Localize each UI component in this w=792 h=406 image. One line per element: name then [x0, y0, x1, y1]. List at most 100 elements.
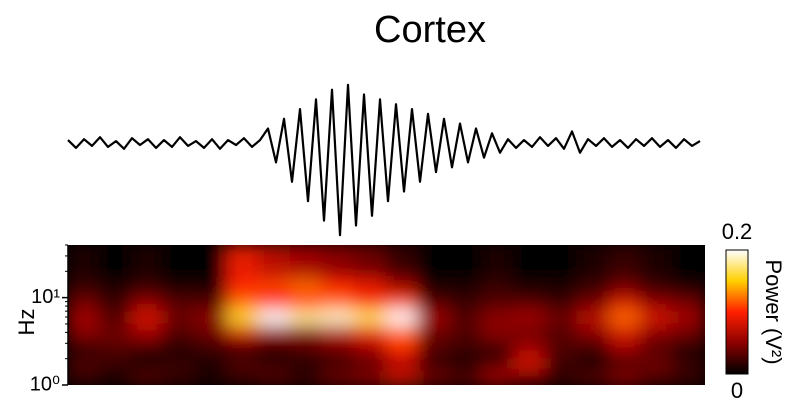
heat-cell	[163, 339, 197, 356]
heat-cell	[67, 339, 101, 356]
heat-cell	[417, 323, 451, 341]
heat-cell	[608, 308, 642, 325]
heat-cell	[640, 323, 674, 341]
heat-cell	[258, 339, 292, 356]
heat-cell	[258, 354, 292, 371]
heat-cell	[290, 339, 324, 356]
heat-cell	[258, 244, 292, 278]
heat-cell	[386, 354, 420, 371]
heat-cell	[577, 276, 611, 295]
heat-cell	[354, 244, 388, 278]
heat-cell	[322, 323, 356, 341]
heat-cell	[449, 293, 483, 310]
heat-cell	[513, 323, 547, 341]
heat-cell	[640, 276, 674, 295]
heat-cell	[99, 354, 133, 371]
heat-cell	[322, 354, 356, 371]
heat-cell	[672, 244, 706, 278]
heat-cell	[608, 354, 642, 371]
heat-cell	[513, 339, 547, 356]
heat-cell	[258, 323, 292, 341]
heat-cell	[481, 276, 515, 295]
heat-cell	[226, 339, 260, 356]
heat-cell	[226, 244, 260, 278]
heat-cell	[194, 369, 228, 386]
heat-cell	[577, 293, 611, 310]
heat-cell	[322, 369, 356, 386]
heat-cell	[545, 293, 579, 310]
heat-cell	[163, 276, 197, 295]
heat-cell	[545, 354, 579, 371]
heat-cell	[322, 339, 356, 356]
heat-cell	[131, 354, 165, 371]
heat-cell	[226, 276, 260, 295]
heat-cell	[386, 323, 420, 341]
heat-cell	[513, 276, 547, 295]
heat-cell	[672, 276, 706, 295]
colorbar-label: Power (V²)	[761, 259, 786, 364]
heat-cell	[417, 244, 451, 278]
heat-cell	[417, 369, 451, 386]
heat-cell	[99, 339, 133, 356]
heat-cell	[545, 244, 579, 278]
heat-cell	[417, 339, 451, 356]
heat-cell	[99, 244, 133, 278]
heat-cell	[131, 276, 165, 295]
colorbar	[726, 250, 748, 374]
heat-cell	[386, 276, 420, 295]
heat-cell	[640, 293, 674, 310]
heat-cell	[99, 308, 133, 325]
heat-cell	[449, 244, 483, 278]
heat-cell	[131, 339, 165, 356]
heat-cell	[354, 369, 388, 386]
heat-cell	[640, 244, 674, 278]
heat-cell	[449, 308, 483, 325]
heat-cell	[67, 369, 101, 386]
heat-cell	[290, 369, 324, 386]
heat-cell	[672, 369, 706, 386]
heat-cell	[322, 244, 356, 278]
heat-cell	[545, 323, 579, 341]
heat-cell	[417, 293, 451, 310]
heat-cell	[608, 293, 642, 310]
heat-cell	[513, 244, 547, 278]
heat-cell	[640, 354, 674, 371]
heat-cell	[449, 339, 483, 356]
heat-cell	[608, 244, 642, 278]
heat-cell	[163, 308, 197, 325]
heat-cell	[449, 354, 483, 371]
heat-cell	[99, 276, 133, 295]
heat-cell	[194, 339, 228, 356]
heat-cell	[163, 244, 197, 278]
heat-cell	[640, 339, 674, 356]
heat-cell	[226, 369, 260, 386]
heat-cell	[608, 276, 642, 295]
heatmap	[67, 244, 706, 386]
heat-cell	[481, 369, 515, 386]
heat-cell	[258, 308, 292, 325]
heat-cell	[131, 369, 165, 386]
heat-cell	[258, 293, 292, 310]
heat-cell	[513, 369, 547, 386]
heat-cell	[67, 276, 101, 295]
heat-cell	[481, 354, 515, 371]
heat-cell	[545, 369, 579, 386]
heat-cell	[545, 339, 579, 356]
heat-cell	[163, 354, 197, 371]
heat-cell	[226, 323, 260, 341]
heat-cell	[290, 323, 324, 341]
heat-cell	[417, 276, 451, 295]
y-tick-label: 10⁰	[30, 373, 60, 395]
heat-cell	[226, 354, 260, 371]
figure: Cortex Hz Power (V²) 10⁰10¹00.2	[0, 0, 792, 406]
heat-cell	[672, 354, 706, 371]
heat-cell	[449, 369, 483, 386]
heat-cell	[417, 308, 451, 325]
heat-cell	[386, 308, 420, 325]
colorbar-tick-label: 0	[731, 378, 743, 403]
y-tick-label: 10¹	[31, 286, 60, 308]
heat-cell	[577, 339, 611, 356]
heat-cell	[99, 323, 133, 341]
heat-cell	[449, 323, 483, 341]
heat-cell	[386, 339, 420, 356]
